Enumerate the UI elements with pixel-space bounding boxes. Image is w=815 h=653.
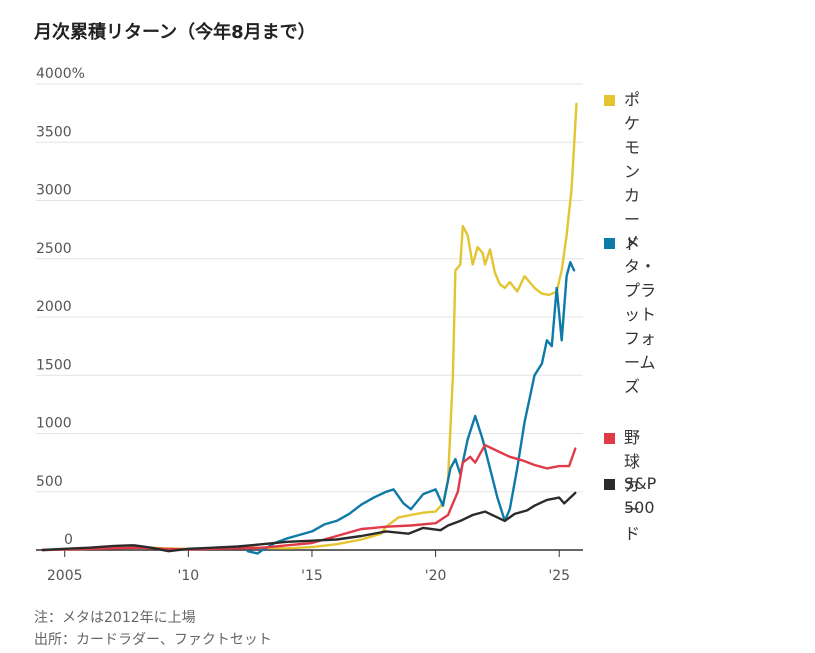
y-tick-label: 3500 [36, 124, 72, 140]
x-tick-label: '10 [178, 568, 200, 584]
legend-swatch [604, 95, 615, 106]
y-tick-label: 500 [36, 474, 63, 490]
y-tick-label: 2500 [36, 241, 72, 257]
series-line-2 [41, 443, 577, 552]
y-tick-label: 4000% [36, 66, 85, 82]
y-tick-label: 2000 [36, 299, 72, 315]
legend-swatch [604, 479, 615, 490]
x-axis: 2005 '10 '15 '20 '25 [36, 549, 583, 584]
y-tick-label: 0 [64, 532, 73, 548]
x-tick-label: '15 [301, 568, 323, 584]
legend-label: 野球カード [624, 428, 641, 543]
x-tick-label: '20 [425, 568, 447, 584]
chart-title: 月次累積リターン（今年8月まで） [34, 22, 316, 43]
gridlines [36, 83, 583, 493]
footnote-source: 出所：カードラダー、ファクトセット [34, 632, 272, 648]
series-line-0 [41, 102, 578, 552]
y-axis-labels: 4000% 3500 3000 2500 2000 1500 1000 500 0 [36, 66, 85, 548]
series-line-3 [41, 491, 577, 553]
y-tick-label: 3000 [36, 183, 72, 199]
legend-label: メタ・ プラットフォームズ [624, 233, 657, 396]
y-tick-label: 1500 [36, 357, 72, 373]
legend-swatch [604, 238, 615, 249]
y-tick-label: 1000 [36, 416, 72, 432]
series-lines [41, 102, 578, 555]
legend-label: S&P 500 [624, 474, 657, 517]
x-tick-label: 2005 [47, 568, 83, 584]
footnotes: 注：メタは2012年に上場 出所：カードラダー、ファクトセット [34, 607, 272, 651]
x-tick-label: '25 [548, 568, 570, 584]
footnote-listing: 注：メタは2012年に上場 [34, 610, 196, 626]
legend-swatch [604, 433, 615, 444]
series-line-1 [246, 261, 576, 555]
legend-label: ポケモンカード [624, 90, 641, 253]
line-chart: 4000% 3500 3000 2500 2000 1500 1000 500 0 2005 '1… [36, 66, 583, 584]
